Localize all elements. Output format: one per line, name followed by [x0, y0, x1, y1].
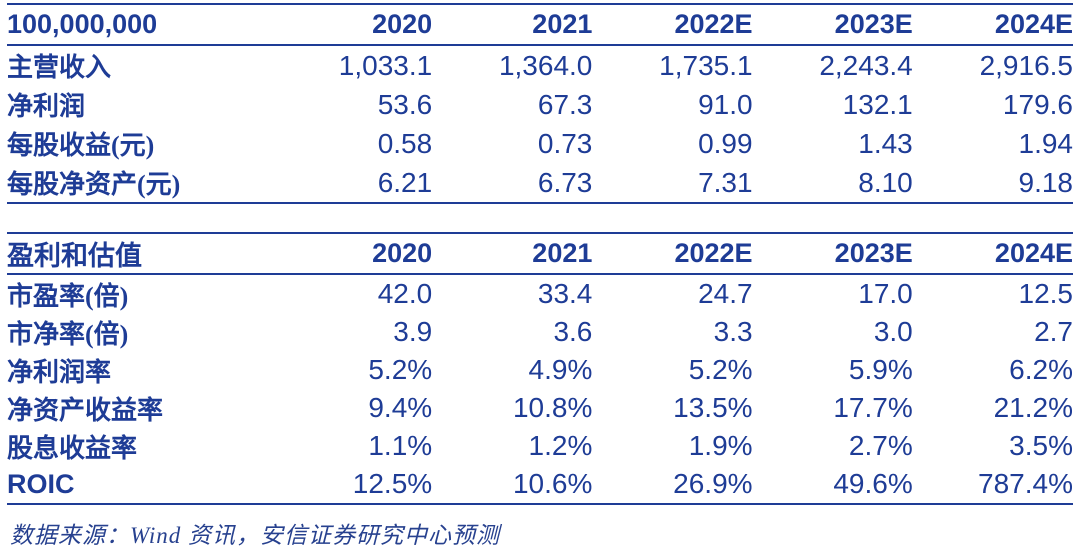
- value-cell: 33.4: [537, 278, 593, 309]
- table-row: 市盈率(倍) 42.0 33.4 24.7 17.0 12.5: [7, 274, 1073, 313]
- table-title-cell: 盈利和估值: [7, 233, 272, 275]
- value-cell: 4.9%: [528, 354, 593, 385]
- year-header-cell: 2020: [272, 233, 433, 275]
- value-cell: 0.58: [377, 127, 433, 159]
- value-cell: 17.0: [858, 278, 913, 309]
- value-cell: 6.73: [537, 166, 593, 198]
- value-cell: 10.6%: [512, 468, 593, 499]
- table-header-row: 100,000,000 2020 2021 2022E 2023E 2024E: [7, 4, 1073, 46]
- row-label: 每股净资产(元): [7, 170, 181, 199]
- year-header-cell: 2021: [432, 233, 593, 275]
- value-cell: 12.5: [1018, 278, 1074, 309]
- value-cell: 21.2%: [993, 392, 1073, 423]
- year-header-cell: 2023E: [752, 233, 913, 275]
- value-cell: 24.7: [698, 278, 753, 309]
- row-label: 净资产收益率: [7, 395, 164, 425]
- value-cell: 5.2%: [688, 354, 753, 385]
- table-row: 股息收益率 1.1% 1.2% 1.9% 2.7% 3.5%: [7, 427, 1073, 465]
- row-label: 每股收益(元): [7, 131, 155, 160]
- value-cell: 1.43: [858, 127, 913, 159]
- year-header-cell: 2022E: [592, 4, 753, 46]
- year-header-cell: 2022E: [592, 233, 753, 275]
- table-row: ROIC 12.5% 10.6% 26.9% 49.6% 787.4%: [7, 465, 1073, 504]
- value-cell: 5.9%: [848, 354, 913, 385]
- income-summary-table: 100,000,000 2020 2021 2022E 2023E 2024E 主营收入 1…: [7, 3, 1073, 204]
- value-cell: 1.1%: [368, 430, 433, 461]
- value-cell: 1,364.0: [498, 49, 593, 81]
- table-row: 每股收益(元) 0.58 0.73 0.99 1.43 1.94: [7, 124, 1073, 163]
- value-cell: 13.5%: [673, 392, 753, 423]
- value-cell: 3.5%: [1009, 430, 1073, 461]
- data-source-note: 数据来源：Wind 资讯，安信证券研究中心预测: [10, 523, 501, 548]
- value-cell: 12.5%: [352, 468, 433, 499]
- value-cell: 2.7: [1034, 316, 1073, 347]
- value-cell: 26.9%: [673, 468, 753, 499]
- table-header-row: 盈利和估值 2020 2021 2022E 2023E 2024E: [7, 233, 1073, 275]
- table-row: 主营收入 1,033.1 1,364.0 1,735.1 2,243.4 2,916.5: [7, 45, 1073, 85]
- tables-gap: [0, 204, 1080, 232]
- value-cell: 2,243.4: [819, 49, 913, 81]
- value-cell: 1.2%: [528, 430, 593, 461]
- value-cell: 9.18: [1018, 166, 1074, 198]
- table-row: 每股净资产(元) 6.21 6.73 7.31 8.10 9.18: [7, 163, 1073, 203]
- year-header-cell: 2024E: [912, 233, 1073, 275]
- value-cell: 0.73: [537, 127, 593, 159]
- year-header-cell: 2023E: [752, 4, 913, 46]
- value-cell: 8.10: [858, 166, 913, 198]
- table-row: 市净率(倍) 3.9 3.6 3.3 3.0 2.7: [7, 313, 1073, 351]
- row-label: 市净率(倍): [7, 319, 129, 349]
- table-row: 净资产收益率 9.4% 10.8% 13.5% 17.7% 21.2%: [7, 389, 1073, 427]
- value-cell: 3.0: [873, 316, 913, 347]
- value-cell: 179.6: [1002, 88, 1073, 120]
- value-cell: 132.1: [842, 88, 913, 120]
- value-cell: 67.3: [537, 88, 593, 120]
- value-cell: 53.6: [377, 88, 433, 120]
- value-cell: 3.3: [713, 316, 753, 347]
- value-cell: 17.7%: [833, 392, 913, 423]
- year-header-cell: 2021: [432, 4, 593, 46]
- table-row: 净利润 53.6 67.3 91.0 132.1 179.6: [7, 85, 1073, 124]
- year-header-cell: 2024E: [912, 4, 1073, 46]
- row-label: ROIC: [7, 468, 75, 499]
- year-header-cell: 2020: [272, 4, 433, 46]
- value-cell: 2.7%: [848, 430, 913, 461]
- table-row: 净利润率 5.2% 4.9% 5.2% 5.9% 6.2%: [7, 351, 1073, 389]
- value-cell: 6.21: [377, 166, 433, 198]
- value-cell: 3.9: [393, 316, 433, 347]
- row-label: 主营收入: [7, 53, 112, 82]
- value-cell: 787.4%: [978, 468, 1073, 499]
- value-cell: 3.6: [553, 316, 593, 347]
- row-label: 净利润率: [7, 357, 112, 387]
- value-cell: 91.0: [698, 88, 753, 120]
- value-cell: 9.4%: [368, 392, 433, 423]
- table-title-cell: 100,000,000: [7, 4, 272, 46]
- row-label: 股息收益率: [7, 433, 138, 463]
- value-cell: 49.6%: [833, 468, 913, 499]
- value-cell: 2,916.5: [979, 49, 1073, 81]
- value-cell: 1.9%: [688, 430, 753, 461]
- valuation-table: 盈利和估值 2020 2021 2022E 2023E 2024E 市盈率(倍) 42.0 3…: [7, 232, 1073, 505]
- value-cell: 1,735.1: [659, 49, 753, 81]
- value-cell: 7.31: [698, 166, 753, 198]
- value-cell: 1.94: [1018, 127, 1074, 159]
- value-cell: 42.0: [377, 278, 433, 309]
- row-label: 市盈率(倍): [7, 281, 129, 311]
- row-label: 净利润: [7, 92, 86, 121]
- value-cell: 6.2%: [1009, 354, 1073, 385]
- value-cell: 10.8%: [512, 392, 593, 423]
- value-cell: 5.2%: [368, 354, 433, 385]
- value-cell: 0.99: [698, 127, 753, 159]
- value-cell: 1,033.1: [338, 49, 433, 81]
